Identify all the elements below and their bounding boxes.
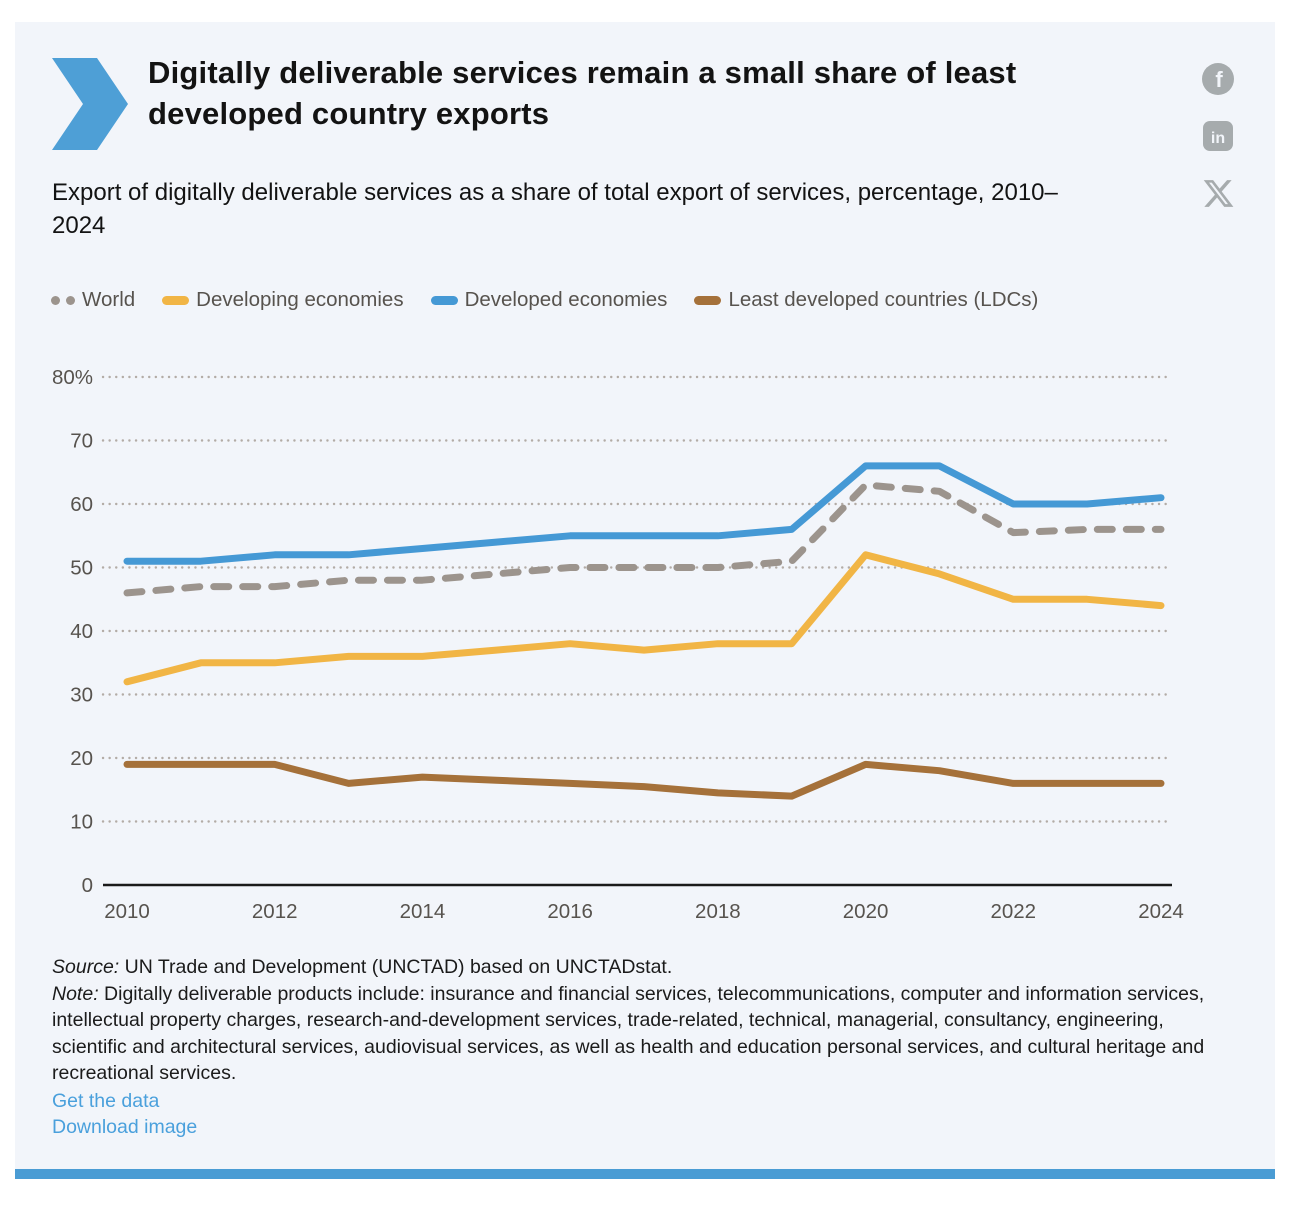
svg-text:2024: 2024 — [1138, 900, 1184, 923]
legend-swatch-developed — [430, 295, 458, 305]
facebook-share-icon[interactable]: f — [1201, 62, 1235, 96]
chart-subtitle: Export of digitally deliverable services… — [52, 179, 1058, 239]
legend-item-world[interactable]: World — [51, 288, 135, 312]
legend-label: Developed economies — [464, 288, 668, 311]
legend-item-developed-economies[interactable]: Developed economies — [430, 288, 668, 312]
source-label: Source: — [52, 956, 120, 978]
svg-text:70: 70 — [70, 430, 93, 453]
note-label: Note: — [52, 982, 99, 1005]
svg-text:2022: 2022 — [990, 900, 1036, 923]
legend-swatch-world — [51, 295, 75, 305]
chart-card: Digitally deliverable services remain a … — [15, 22, 1275, 1179]
svg-text:2010: 2010 — [104, 900, 150, 923]
legend-label: Developing economies — [196, 288, 404, 311]
svg-text:30: 30 — [70, 684, 93, 707]
source-line: Source: UN Trade and Development (UNCTAD… — [52, 954, 1222, 981]
legend-label: World — [82, 288, 136, 311]
svg-text:50: 50 — [70, 557, 93, 580]
page-title: Digitally deliverable services remain a … — [148, 55, 1017, 131]
svg-text:0: 0 — [82, 874, 93, 897]
legend-swatch-developing — [162, 295, 190, 305]
note-text: Digitally deliverable products include: … — [52, 982, 1205, 1085]
social-share-column: f in — [1201, 62, 1235, 210]
svg-text:20: 20 — [70, 747, 93, 770]
svg-text:f: f — [1215, 67, 1223, 92]
x-twitter-share-icon[interactable] — [1201, 176, 1235, 210]
unctad-chevron-logo — [52, 58, 128, 150]
svg-text:2014: 2014 — [400, 900, 446, 923]
download-image-link[interactable]: Download image — [52, 1115, 198, 1138]
legend-item-developing-economies[interactable]: Developing economies — [162, 288, 404, 312]
line-chart: 80% 70 60 50 40 30 20 10 0 2010 2012 2014 2016 2018 20… — [40, 360, 1190, 935]
legend-swatch-ldcs — [694, 295, 722, 305]
svg-text:10: 10 — [70, 811, 93, 834]
svg-text:40: 40 — [70, 620, 93, 643]
svg-text:2018: 2018 — [695, 900, 741, 923]
chart-legend: World Developing economies Developed eco… — [51, 288, 1038, 312]
svg-text:in: in — [1211, 130, 1225, 147]
svg-text:2020: 2020 — [843, 900, 889, 923]
svg-text:60: 60 — [70, 493, 93, 516]
bottom-accent-bar — [15, 1169, 1275, 1179]
svg-text:2012: 2012 — [252, 900, 298, 923]
svg-text:80%: 80% — [52, 366, 93, 389]
legend-label: Least developed countries (LDCs) — [728, 288, 1039, 311]
note-line: Note: Digitally deliverable products inc… — [52, 981, 1222, 1087]
footer-links: Get the data Download image — [52, 1088, 1222, 1140]
get-the-data-link[interactable]: Get the data — [52, 1089, 160, 1112]
legend-item-ldcs[interactable]: Least developed countries (LDCs) — [694, 288, 1038, 312]
source-text: UN Trade and Development (UNCTAD) based … — [124, 956, 673, 978]
chart-footer: Source: UN Trade and Development (UNCTAD… — [52, 954, 1222, 1140]
linkedin-share-icon[interactable]: in — [1201, 119, 1235, 153]
svg-text:2016: 2016 — [547, 900, 593, 923]
